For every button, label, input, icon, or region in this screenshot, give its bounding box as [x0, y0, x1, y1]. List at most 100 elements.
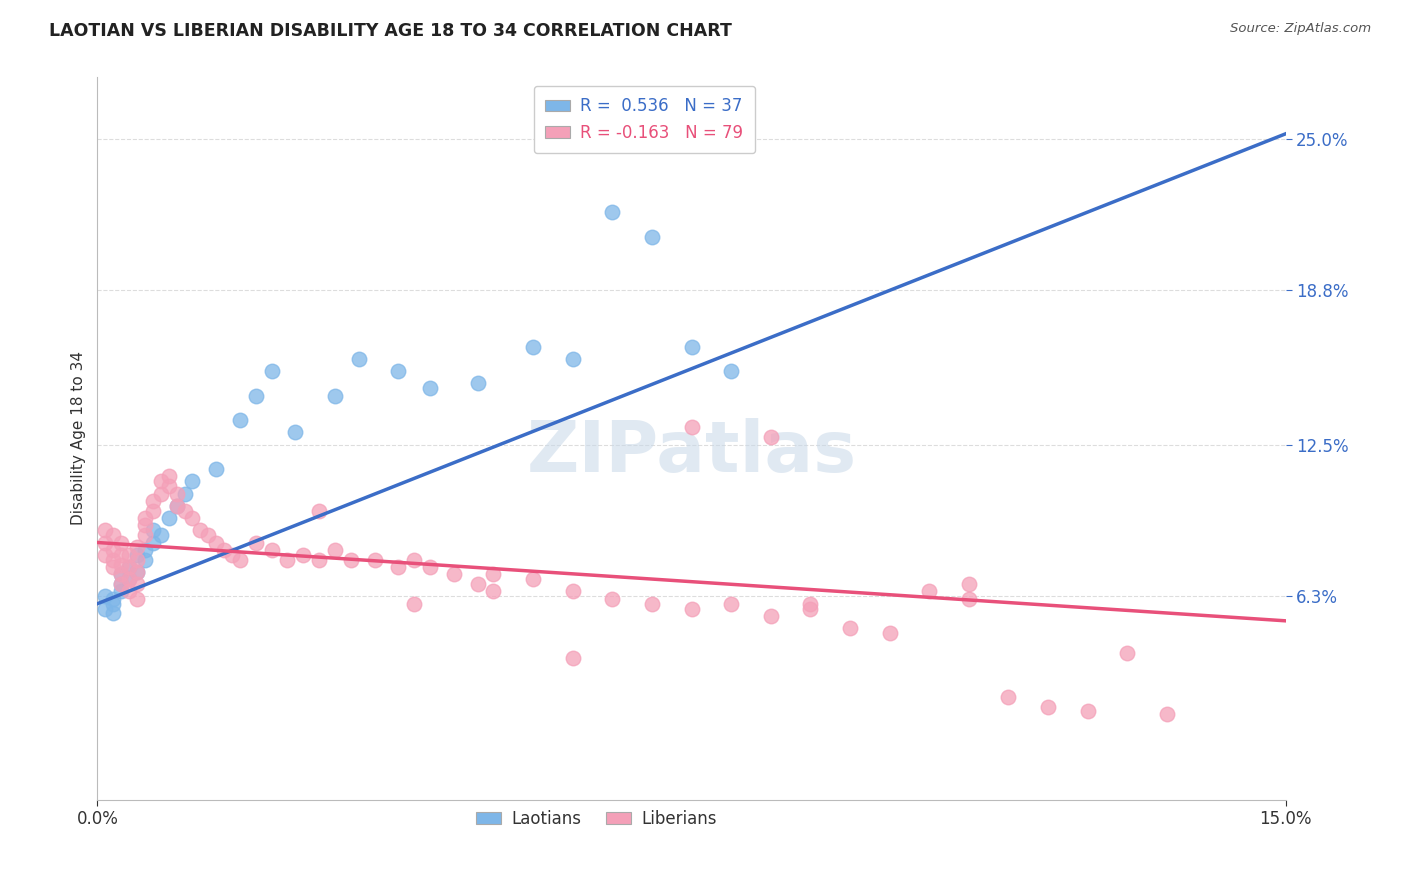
Point: [404, 597, 426, 611]
Point: [467, 577, 489, 591]
Point: [188, 523, 211, 537]
Point: [197, 528, 219, 542]
Point: [173, 504, 195, 518]
Point: [118, 560, 141, 574]
Point: [103, 560, 125, 574]
Point: [118, 584, 141, 599]
Point: [103, 542, 125, 557]
Point: [134, 528, 156, 542]
Point: [602, 205, 624, 219]
Point: [561, 584, 583, 599]
Point: [997, 690, 1019, 704]
Point: [149, 528, 172, 542]
Point: [323, 389, 346, 403]
Point: [482, 584, 505, 599]
Point: [142, 494, 165, 508]
Point: [292, 548, 315, 562]
Point: [260, 364, 283, 378]
Point: [110, 577, 132, 591]
Text: LAOTIAN VS LIBERIAN DISABILITY AGE 18 TO 34 CORRELATION CHART: LAOTIAN VS LIBERIAN DISABILITY AGE 18 TO…: [49, 22, 733, 40]
Point: [1036, 699, 1059, 714]
Y-axis label: Disability Age 18 to 34: Disability Age 18 to 34: [72, 351, 86, 525]
Point: [602, 591, 624, 606]
Point: [118, 560, 141, 574]
Point: [340, 552, 363, 566]
Point: [94, 601, 117, 615]
Point: [387, 560, 409, 574]
Point: [681, 601, 703, 615]
Point: [482, 567, 505, 582]
Point: [229, 413, 252, 427]
Point: [347, 351, 370, 366]
Point: [94, 590, 117, 604]
Point: [799, 597, 821, 611]
Point: [103, 607, 125, 621]
Point: [103, 552, 125, 566]
Point: [94, 535, 117, 549]
Point: [720, 364, 742, 378]
Point: [149, 475, 172, 489]
Point: [839, 621, 862, 635]
Point: [561, 650, 583, 665]
Point: [467, 376, 489, 391]
Point: [125, 565, 148, 579]
Point: [1116, 646, 1139, 660]
Point: [118, 572, 141, 586]
Point: [149, 486, 172, 500]
Point: [363, 552, 385, 566]
Point: [443, 567, 465, 582]
Point: [181, 511, 204, 525]
Point: [118, 572, 141, 586]
Point: [94, 523, 117, 537]
Point: [125, 552, 148, 566]
Point: [166, 499, 188, 513]
Point: [110, 548, 132, 562]
Point: [94, 548, 117, 562]
Point: [110, 577, 132, 591]
Text: ZIPatlas: ZIPatlas: [526, 418, 856, 487]
Point: [404, 552, 426, 566]
Point: [212, 542, 235, 557]
Point: [166, 486, 188, 500]
Point: [522, 340, 544, 354]
Point: [229, 552, 252, 566]
Point: [522, 572, 544, 586]
Point: [918, 584, 941, 599]
Point: [103, 591, 125, 606]
Point: [1156, 706, 1178, 721]
Point: [103, 597, 125, 611]
Point: [323, 542, 346, 557]
Point: [166, 499, 188, 513]
Point: [181, 475, 204, 489]
Point: [759, 430, 782, 444]
Point: [308, 552, 330, 566]
Point: [205, 462, 228, 476]
Point: [245, 535, 267, 549]
Point: [110, 584, 132, 599]
Point: [118, 548, 141, 562]
Point: [957, 591, 980, 606]
Point: [125, 541, 148, 555]
Point: [308, 504, 330, 518]
Point: [1077, 705, 1099, 719]
Point: [641, 229, 664, 244]
Point: [276, 552, 298, 566]
Legend: Laotians, Liberians: Laotians, Liberians: [470, 803, 724, 835]
Point: [799, 601, 821, 615]
Point: [125, 577, 148, 591]
Point: [134, 511, 156, 525]
Point: [110, 567, 132, 582]
Point: [419, 560, 441, 574]
Point: [681, 340, 703, 354]
Point: [157, 469, 180, 483]
Point: [561, 351, 583, 366]
Point: [142, 523, 165, 537]
Point: [134, 552, 156, 566]
Point: [125, 591, 148, 606]
Point: [641, 597, 664, 611]
Point: [419, 381, 441, 395]
Point: [103, 528, 125, 542]
Point: [157, 511, 180, 525]
Point: [759, 609, 782, 624]
Point: [284, 425, 307, 440]
